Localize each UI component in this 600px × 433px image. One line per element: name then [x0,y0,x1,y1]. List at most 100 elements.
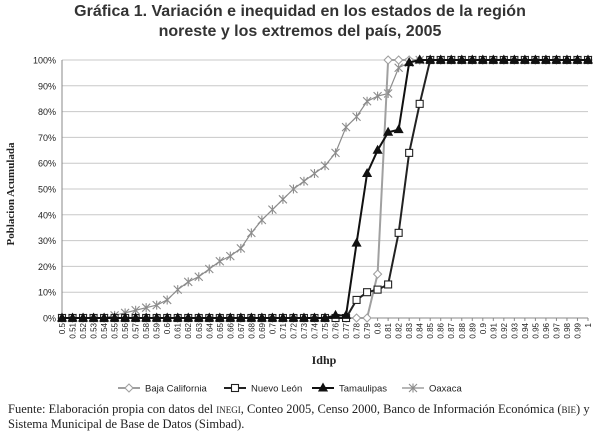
data-point [498,54,509,64]
x-tick-label: 0.51 [69,322,78,338]
x-tick-label: 0.83 [405,322,414,338]
x-tick-label: 0.6 [163,322,172,334]
x-tick-label: 0.72 [289,322,298,338]
source-note-bie: bie [561,402,577,416]
x-tick-label: 0.59 [153,322,162,338]
data-point [340,309,352,319]
data-point [268,205,277,215]
x-axis-label: Idhp [312,353,337,367]
x-tick-label: 0.69 [258,322,267,338]
data-point [204,264,214,274]
data-point [310,169,319,179]
data-point [173,285,183,295]
data-point [317,382,329,392]
data-point [257,215,267,225]
data-point [540,54,551,64]
x-tick-label: 0.64 [205,322,214,338]
data-point [372,144,383,154]
data-point [56,312,68,322]
data-point [215,256,225,266]
data-point [288,312,299,322]
data-point [362,96,372,106]
source-note-part-2: , Conteo 2005, Censo 2000, Banco de Info… [240,402,562,416]
data-point [404,57,415,67]
data-point [109,312,120,322]
x-tick-label: 0.74 [310,322,319,338]
data-point [341,122,351,132]
legend-item: Oaxaca [402,383,462,395]
data-point [235,312,246,322]
data-point [152,300,162,310]
source-note-part-3: ) y Sistema Municipal de Base de Datos (… [8,402,590,431]
y-tick-label: 90% [38,81,56,91]
data-point [77,312,89,322]
data-point [141,312,152,322]
x-tick-label: 0.93 [510,322,519,338]
data-point [415,99,424,108]
x-tick-label: 0.68 [247,322,256,338]
data-point [467,54,478,64]
x-tick-label: 0.73 [300,322,309,338]
data-point [162,312,173,322]
y-tick-label: 20% [38,262,56,272]
data-point [319,312,331,322]
x-tick-label: 1 [584,322,593,327]
x-tick-label: 0.52 [79,322,88,338]
x-tick-label: 0.76 [332,322,341,338]
y-tick-label: 10% [38,288,56,298]
data-point [362,313,372,323]
data-point [561,54,573,64]
source-note: Fuente: Elaboración propia con datos del… [8,402,598,432]
chart-title-line-2: noreste y los extremos del país, 2005 [158,23,442,40]
x-tick-label: 0.96 [542,322,551,338]
x-tick-label: 0.9 [479,322,488,334]
data-point [383,55,393,65]
data-point [363,288,372,297]
data-point [99,312,110,322]
data-point [289,184,298,194]
x-tick-labels: 0.5 0.51 0.52 0.53 0.54 0.55 0.56 0.57 0.58 0.59 0… [58,318,593,339]
data-point [236,243,246,253]
y-tick-label: 50% [38,185,56,195]
x-tick-label: 0.54 [100,322,109,338]
data-point [141,303,151,313]
chart-title: Gráfica 1. Variación e inequidad en los … [0,2,600,42]
data-point [67,312,78,322]
x-tick-label: 0.67 [237,322,246,338]
legend-item: Baja California [118,383,207,395]
data-point [530,54,541,64]
x-tick-label: 0.79 [363,322,372,338]
data-point [551,54,562,64]
x-tick-label: 0.53 [90,322,99,338]
x-tick-label: 0.86 [437,322,446,338]
data-point [183,277,193,287]
legend-label: Oaxaca [429,384,462,395]
data-point [309,312,320,322]
y-tick-labels: 0% 10% 20% 30% 40% 50% 60% 70% 80% 90% 100% [33,56,56,324]
data-point [352,112,361,122]
data-point [384,280,393,289]
data-point [572,54,583,64]
data-point [151,312,162,322]
data-point [352,295,361,304]
data-point [298,312,310,322]
x-tick-label: 0.88 [458,322,467,338]
data-point [414,54,425,64]
y-tick-label: 100% [33,56,56,66]
data-point [225,312,236,322]
y-tick-label: 0% [43,314,56,324]
x-tick-label: 0.84 [416,322,425,338]
x-tick-label: 0.56 [121,322,130,338]
x-tick-label: 0.99 [573,322,582,338]
x-tick-label: 0.89 [468,322,477,338]
data-point [331,148,340,158]
line-chart: 0%10%20%30%40%50%60%70%80%90%100% 0.5 0.5… [5,54,594,395]
data-point [278,194,288,204]
x-tick-label: 0.71 [279,322,288,338]
data-point [277,312,288,322]
data-point [204,312,215,322]
data-point [372,269,383,279]
x-tick-label: 0.61 [174,322,183,338]
x-tick-label: 0.65 [216,322,225,338]
data-point [225,251,235,261]
